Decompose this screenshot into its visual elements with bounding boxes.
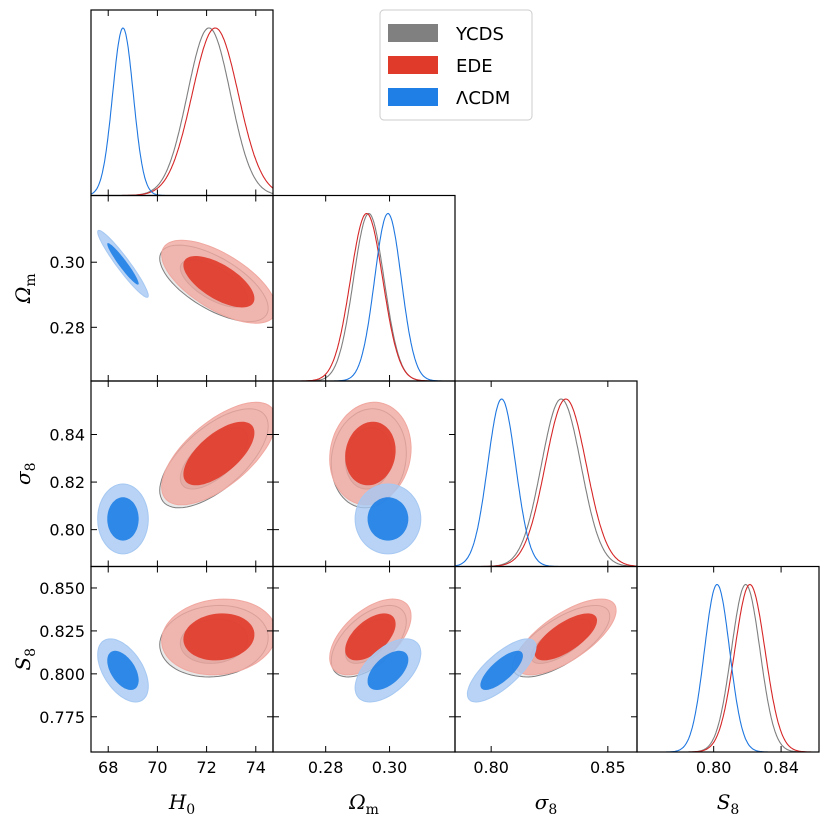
x-tick-label: 72 — [196, 758, 216, 777]
contour68-EDE — [534, 613, 597, 661]
x-tick-label: 70 — [147, 758, 167, 777]
y-axis-label-s8: σ8 — [11, 462, 39, 485]
y-tick-label: 0.30 — [49, 253, 85, 272]
marginal-YCDS-s8 — [455, 398, 637, 567]
legend-label-EDE: EDE — [456, 56, 493, 77]
marginal-ΛCDM-H0 — [91, 27, 273, 196]
contour68-ΛCDM — [367, 650, 409, 690]
marginal-EDE-s8 — [455, 398, 637, 567]
marginal-EDE-S8 — [637, 583, 819, 752]
x-axis-label-H0: H0 — [168, 790, 195, 818]
x-tick-label: 74 — [246, 758, 266, 777]
y-tick-label: 0.84 — [49, 426, 85, 445]
contour68-ΛCDM — [480, 650, 523, 690]
marginal-YCDS-S8 — [637, 583, 819, 752]
x-tick-label: 68 — [98, 758, 118, 777]
marginal-YCDS-H0 — [91, 27, 273, 196]
legend-swatch-YCDS — [388, 24, 438, 42]
legend-label-ΛCDM: ΛCDM — [456, 88, 510, 109]
x-tick-label: 0.80 — [473, 758, 509, 777]
legend-swatch-EDE — [388, 56, 438, 74]
panel-frame — [454, 380, 638, 568]
panel-s8 — [454, 380, 638, 568]
x-tick-label: 0.30 — [372, 758, 408, 777]
y-tick-label: 0.850 — [39, 579, 85, 598]
panel-Om-vs-S8: 0.28 0.30 Ωm — [272, 565, 456, 818]
x-axis-label-Om: Ωm — [348, 790, 379, 818]
contour68-EDE — [183, 256, 255, 308]
contour68-ΛCDM — [367, 497, 409, 541]
marginal-ΛCDM-S8 — [637, 584, 819, 752]
panel-H0 — [90, 9, 274, 197]
y-axis-label-Om: Ωm — [11, 273, 39, 304]
marginal-EDE-Om — [273, 212, 455, 381]
contour68-EDE — [345, 613, 396, 661]
marginal-YCDS-Om — [273, 212, 455, 381]
y-axis-label-S8: S8 — [11, 648, 39, 671]
x-tick-label: 0.84 — [763, 758, 799, 777]
panel-frame — [636, 565, 820, 753]
panel-H0-vs-s8: 0.80 0.82 0.84 σ8 — [11, 380, 274, 568]
panel-Om — [272, 194, 456, 382]
panel-H0-vs-Om: 0.28 0.30 Ωm — [11, 194, 274, 382]
y-tick-label: 0.800 — [39, 665, 85, 684]
contour68-EDE — [183, 421, 255, 486]
panel-Om-vs-s8 — [272, 380, 456, 568]
contour68-ΛCDM — [107, 650, 139, 690]
legend-swatch-ΛCDM — [388, 88, 438, 106]
contour68-EDE — [345, 421, 396, 486]
y-tick-label: 0.775 — [39, 708, 85, 727]
y-tick-label: 0.825 — [39, 622, 85, 641]
marginal-ΛCDM-s8 — [455, 398, 637, 567]
y-tick-label: 0.80 — [49, 521, 85, 540]
y-tick-label: 0.28 — [49, 318, 85, 337]
panel-S8: 0.80 0.84 S8 — [636, 565, 820, 818]
marginal-EDE-H0 — [91, 27, 273, 196]
panel-H0-vs-S8: 68 70 72 74 0.775 0.800 0.825 0.850 H0 S8 — [11, 565, 274, 818]
contour68-ΛCDM — [107, 243, 139, 285]
x-axis-label-s8: σ8 — [535, 790, 558, 818]
x-tick-label: 0.85 — [590, 758, 626, 777]
contour68-EDE — [183, 613, 255, 661]
legend-label-YCDS: YCDS — [455, 24, 504, 45]
panel-s8-vs-S8: 0.80 0.85 σ8 — [454, 565, 638, 818]
legend: YCDS EDE ΛCDM — [379, 9, 533, 121]
marginal-ΛCDM-Om — [273, 212, 455, 381]
x-tick-label: 0.28 — [308, 758, 344, 777]
x-tick-label: 0.80 — [696, 758, 732, 777]
x-axis-label-S8: S8 — [717, 790, 740, 818]
y-tick-label: 0.82 — [49, 473, 85, 492]
panel-frame — [90, 9, 274, 197]
contour68-ΛCDM — [107, 497, 139, 541]
